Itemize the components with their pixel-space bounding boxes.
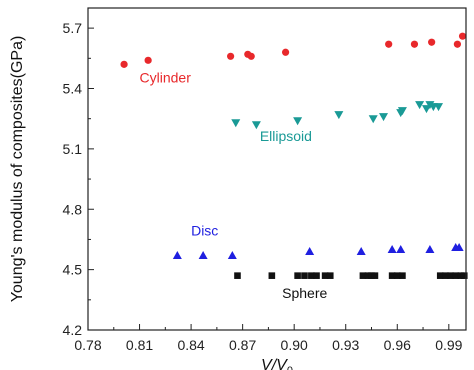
point-disc xyxy=(172,251,182,260)
point-sphere xyxy=(457,272,465,279)
y-tick-label: 4.5 xyxy=(63,262,83,278)
point-ellipsoid xyxy=(425,101,435,110)
point-disc xyxy=(454,242,464,251)
point-sphere xyxy=(301,272,308,279)
point-sphere xyxy=(399,272,406,279)
point-cylinder xyxy=(458,32,467,40)
point-disc xyxy=(198,251,208,260)
x-tick-label: 0.81 xyxy=(126,337,153,353)
point-ellipsoid xyxy=(434,103,444,112)
y-tick-label: 4.8 xyxy=(63,201,83,217)
point-cylinder xyxy=(410,40,419,48)
point-disc xyxy=(305,247,315,256)
plot-frame xyxy=(87,7,467,331)
x-tick-label: 0.90 xyxy=(281,337,308,353)
point-ellipsoid xyxy=(415,101,425,110)
x-tick-label: 0.78 xyxy=(74,337,101,353)
x-tick-label: 0.99 xyxy=(435,337,462,353)
point-sphere xyxy=(294,272,301,279)
point-sphere xyxy=(308,272,315,279)
point-cylinder xyxy=(227,52,235,60)
point-cylinder xyxy=(144,56,152,64)
y-tick-label: 4.2 xyxy=(63,322,83,338)
series-disc xyxy=(172,242,464,260)
y-axis-title: Young's modulus of composites(GPa) xyxy=(9,36,26,303)
point-sphere xyxy=(321,272,329,279)
x-tick-label: 0.96 xyxy=(384,337,411,353)
point-ellipsoid xyxy=(231,119,241,128)
point-cylinder xyxy=(385,40,393,48)
point-ellipsoid xyxy=(421,105,431,114)
label-cylinder: Cylinder xyxy=(140,69,192,85)
point-cylinder xyxy=(428,38,436,46)
label-sphere: Sphere xyxy=(282,285,327,301)
x-tick-label: 0.84 xyxy=(177,337,204,353)
point-sphere xyxy=(371,272,379,279)
x-tick-label: 0.87 xyxy=(229,337,256,353)
point-sphere xyxy=(393,272,401,279)
point-sphere xyxy=(388,272,396,279)
point-cylinder xyxy=(453,40,462,48)
point-sphere xyxy=(234,272,241,279)
point-sphere xyxy=(460,272,468,279)
point-sphere xyxy=(326,272,334,279)
point-sphere xyxy=(313,272,320,279)
axis-ticks: 0.78 0.81 0.84 0.87 0.90 0.93 0.96 0.99 4.2 4.5 4.… xyxy=(63,20,463,353)
point-ellipsoid xyxy=(368,115,378,124)
point-cylinder xyxy=(120,60,128,68)
series-labels: Cylinder Ellipsoid Disc Sphere xyxy=(140,69,328,300)
y-tick-label: 5.4 xyxy=(63,81,83,97)
point-sphere xyxy=(452,272,459,279)
point-sphere xyxy=(442,272,449,279)
point-disc xyxy=(356,247,366,256)
point-sphere xyxy=(268,272,276,279)
point-disc xyxy=(227,251,237,260)
point-cylinder xyxy=(247,52,255,60)
point-ellipsoid xyxy=(334,111,344,120)
point-disc xyxy=(387,245,397,253)
series-sphere xyxy=(234,272,468,279)
point-ellipsoid xyxy=(293,117,303,126)
point-ellipsoid xyxy=(379,113,389,122)
series-ellipsoid xyxy=(231,101,444,130)
y-tick-label: 5.7 xyxy=(63,20,83,36)
point-disc xyxy=(396,245,406,253)
series-cylinder xyxy=(120,32,467,68)
point-sphere xyxy=(359,272,367,279)
x-axis-title-text: V/V0 xyxy=(261,357,293,370)
x-tick-label: 0.93 xyxy=(332,337,359,353)
point-disc xyxy=(425,245,435,253)
label-ellipsoid: Ellipsoid xyxy=(260,128,312,144)
y-tick-label: 5.1 xyxy=(63,141,83,157)
point-sphere xyxy=(368,272,375,279)
point-cylinder xyxy=(281,48,290,56)
y-axis-title-text: Young's modulus of composites(GPa) xyxy=(9,36,26,303)
data-marks xyxy=(120,32,468,279)
point-sphere xyxy=(364,272,372,279)
x-axis-title: V/V0 xyxy=(261,357,293,370)
point-sphere xyxy=(436,272,444,279)
point-sphere xyxy=(447,272,454,279)
label-disc: Disc xyxy=(191,222,218,238)
point-ellipsoid xyxy=(251,121,261,130)
point-ellipsoid xyxy=(397,107,407,116)
